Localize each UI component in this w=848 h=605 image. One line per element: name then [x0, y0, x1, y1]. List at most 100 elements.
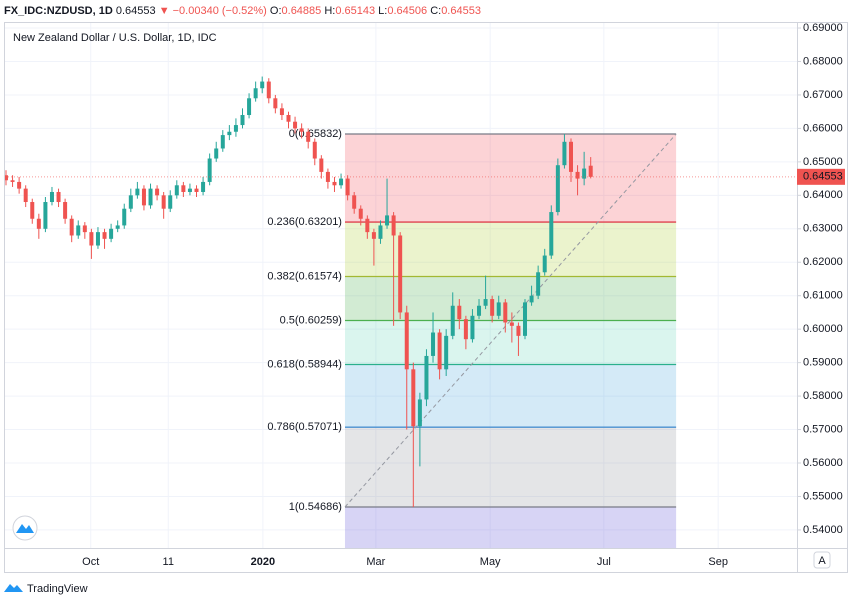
- y-tick-label: 0.69000: [803, 22, 843, 34]
- x-tick-label: Jul: [597, 556, 611, 568]
- candle-body: [496, 302, 501, 316]
- y-tick-label: 0.57000: [803, 423, 843, 435]
- change: ▼ −0.00340 (−0.52%): [159, 5, 267, 17]
- candle-body: [306, 131, 311, 142]
- candle-body: [141, 188, 146, 206]
- candle-body: [253, 88, 258, 99]
- ohlc-key: O:: [270, 5, 282, 17]
- y-tick-label: 0.65000: [803, 156, 843, 168]
- x-tick-label: 2020: [251, 556, 275, 568]
- logo-icon: [16, 524, 34, 533]
- candle-body: [260, 81, 265, 89]
- fib-label: 0.618(0.58944): [267, 358, 342, 370]
- candle-body: [365, 218, 370, 233]
- candle-body: [3, 175, 8, 181]
- candle-body: [503, 302, 508, 323]
- candle-body: [286, 115, 291, 122]
- y-tick-label: 0.62000: [803, 256, 843, 268]
- y-tick-label: 0.56000: [803, 457, 843, 469]
- ohlc-key: H:: [324, 5, 335, 17]
- candle-body: [516, 325, 521, 336]
- candle-body: [523, 302, 528, 336]
- y-tick-label: 0.60000: [803, 323, 843, 335]
- fib-trend: [344, 133, 677, 508]
- candle-body: [319, 158, 324, 172]
- candle-body: [76, 225, 81, 236]
- candle-body: [542, 255, 547, 273]
- ohlc-key: C:: [430, 5, 441, 17]
- candle-body: [109, 228, 114, 239]
- y-tick-label: 0.68000: [803, 55, 843, 67]
- candle-body: [562, 141, 567, 166]
- x-tick-label: 11: [163, 556, 174, 568]
- last-price-label: 0.64553: [803, 171, 843, 183]
- auto-scale-label: A: [818, 555, 826, 567]
- candle-body: [220, 135, 225, 149]
- last-price-tag: [797, 168, 845, 185]
- candle-body: [529, 295, 534, 303]
- ohlc-value: 0.64885: [282, 5, 322, 17]
- candle-body: [240, 115, 245, 126]
- candle-body: [17, 181, 22, 189]
- candle-body: [168, 195, 173, 209]
- candle-body: [207, 158, 212, 182]
- y-tick-label: 0.61000: [803, 290, 843, 302]
- y-tick-label: 0.55000: [803, 490, 843, 502]
- candle-body: [201, 181, 206, 192]
- candle-body: [339, 178, 344, 186]
- candle-body: [148, 188, 153, 206]
- candle-body: [483, 299, 488, 306]
- candle-body: [568, 141, 573, 172]
- brand: TradingView: [27, 583, 88, 595]
- candle-body: [332, 181, 337, 186]
- candle-body: [437, 332, 442, 370]
- candle-body: [352, 195, 357, 209]
- x-tick-label: May: [480, 556, 501, 568]
- header-line: FX_IDC:NZDUSD, 1D 0.64553 ▼ −0.00340 (−0…: [4, 5, 481, 17]
- candle-body: [128, 195, 133, 209]
- candle-body: [391, 215, 396, 236]
- candle-body: [490, 299, 495, 316]
- candle-body: [398, 235, 403, 313]
- candle-body: [23, 188, 28, 203]
- candle-body: [450, 305, 455, 336]
- candle-body: [385, 215, 390, 226]
- candle-body: [43, 202, 48, 229]
- candle-body: [431, 332, 436, 356]
- candle-body: [293, 121, 298, 129]
- candle-body: [161, 195, 166, 209]
- candle-body: [36, 218, 41, 229]
- brand-icon: [4, 584, 23, 592]
- x-tick-label: Mar: [366, 556, 385, 568]
- candle-body: [122, 208, 127, 226]
- fib-zone: [344, 506, 677, 548]
- y-tick-label: 0.64000: [803, 189, 843, 201]
- auto-scale-button[interactable]: [813, 551, 831, 569]
- y-tick-label: 0.54000: [803, 524, 843, 536]
- candle-body: [588, 165, 593, 177]
- fib-zone: [344, 276, 677, 321]
- fib-label: 0.236(0.63201): [267, 216, 342, 228]
- chart-title: New Zealand Dollar / U.S. Dollar, 1D, ID…: [13, 32, 217, 44]
- candle-body: [273, 98, 278, 109]
- candle-body: [227, 131, 232, 136]
- candle-body: [555, 165, 560, 213]
- fib-label: 0.786(0.57071): [267, 421, 342, 433]
- candle-body: [477, 305, 482, 316]
- fib-zone: [344, 134, 677, 223]
- candle-body: [89, 232, 94, 246]
- y-tick-label: 0.59000: [803, 357, 843, 369]
- candle-body: [56, 191, 61, 203]
- candle-body: [575, 171, 580, 179]
- candle-body: [10, 180, 15, 182]
- fib-label: 0.382(0.61574): [267, 270, 342, 282]
- candle-body: [424, 355, 429, 400]
- candle-body: [247, 98, 252, 116]
- candle-body: [345, 178, 350, 196]
- plot-area: 0(0.65832) 0.236(0.63201) 0.382(0.61574) 0.…: [3, 22, 797, 548]
- candle-body: [115, 225, 120, 229]
- candle-body: [358, 208, 363, 219]
- x-tick-label: Oct: [82, 556, 99, 568]
- candle-body: [102, 232, 107, 239]
